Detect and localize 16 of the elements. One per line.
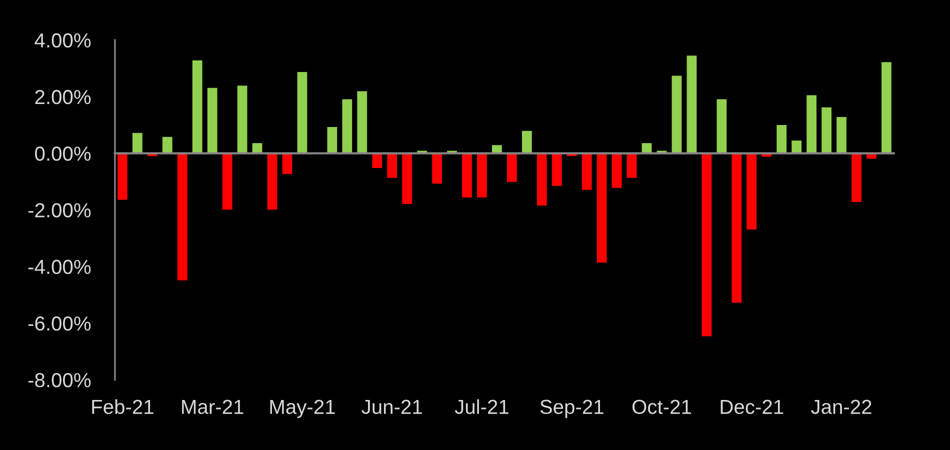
y-tick-label: -2.00% [28, 203, 91, 218]
y-tick-label: 4.00% [34, 33, 91, 48]
x-tick-label: Jan-22 [811, 400, 872, 414]
y-tick-label: -6.00% [28, 316, 91, 331]
x-tick-label: Sep-21 [540, 400, 604, 418]
y-tick-label: 0.00% [35, 146, 91, 161]
y-tick-label: 2.00% [35, 90, 91, 104]
y-tick-label: -4.00% [28, 260, 91, 274]
x-tick-label: Mar-21 [182, 400, 244, 414]
x-tick-label: Dec-21 [720, 400, 784, 414]
y-tick-label: -8.00% [28, 373, 91, 388]
x-tick-label: Jun-21 [362, 400, 422, 414]
x-tick-label: Oct-21 [632, 400, 691, 414]
x-tick-label: Jul-21 [454, 399, 508, 414]
x-tick-label: May-21 [270, 400, 335, 418]
x-tick-label: Feb-21 [92, 399, 154, 414]
